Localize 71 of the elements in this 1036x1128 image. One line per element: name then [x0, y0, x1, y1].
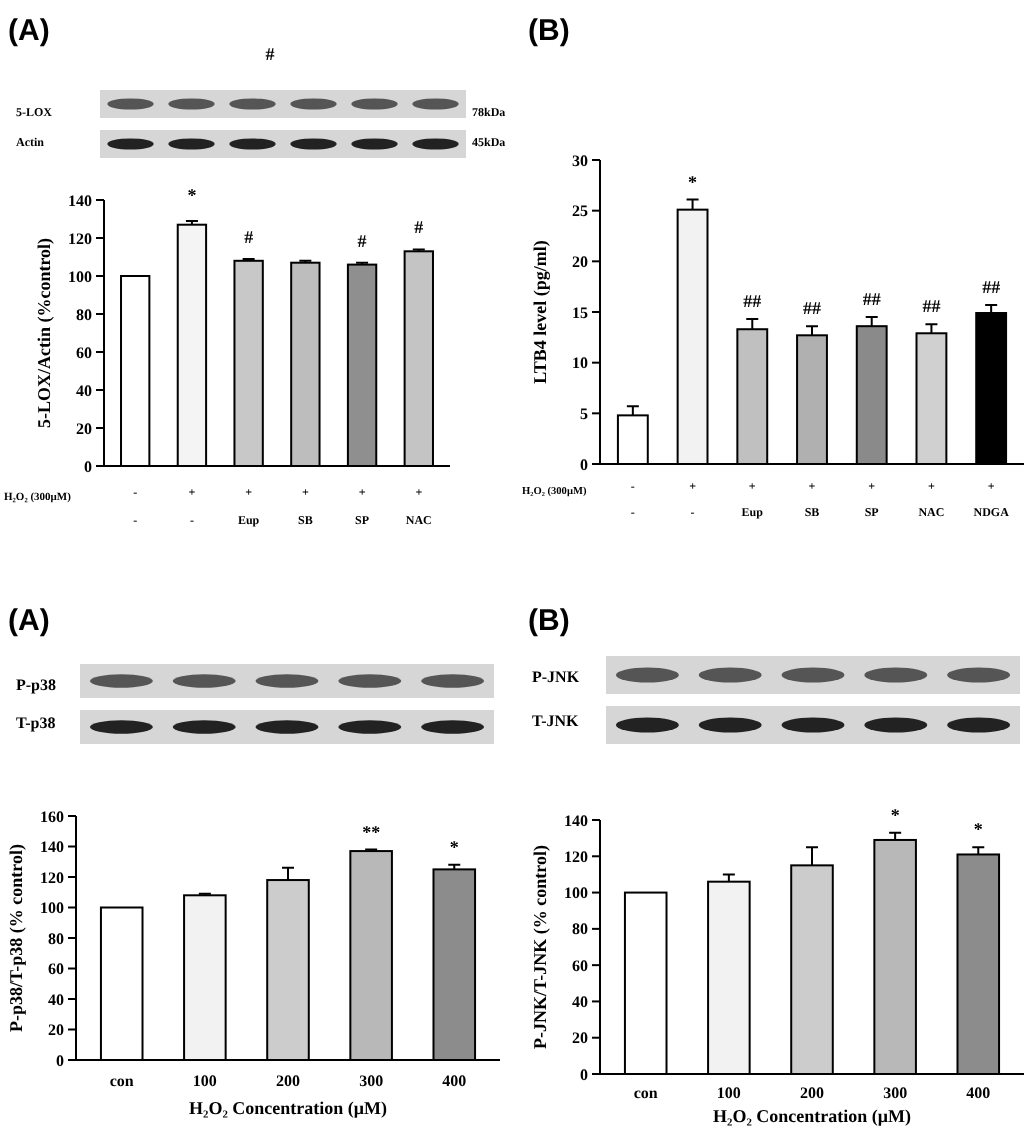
text: P-JNK [532, 668, 581, 686]
annotation: # [357, 230, 368, 251]
annotation: # [244, 226, 255, 247]
annotation: ## [743, 291, 763, 312]
y-tick-label: 0 [580, 1065, 588, 1084]
x-tick-label: 200 [276, 1072, 300, 1090]
y-tick-label: 30 [572, 151, 588, 170]
y-tick-label: 20 [48, 1021, 64, 1040]
y-tick-label: 60 [76, 343, 92, 362]
annotation: # [414, 217, 425, 238]
chart-title: (A) [8, 604, 50, 638]
annotation: * [449, 836, 460, 857]
y-tick-label: 20 [572, 252, 588, 271]
y-tick-label: 80 [572, 920, 588, 939]
x-tick-label: 200 [800, 1084, 824, 1102]
text: P-p38 [16, 676, 56, 694]
x-tick-label: 300 [359, 1072, 384, 1090]
y-tick-label: 20 [572, 1029, 588, 1048]
y-tick-label: 120 [564, 847, 588, 866]
y-tick-label: 100 [564, 884, 588, 903]
y-tick-label: 140 [40, 838, 64, 857]
y-tick-label: 60 [48, 960, 64, 979]
y-tick-label: 40 [76, 381, 92, 400]
x-axis-title: H₂O₂ Concentration (μM) [189, 1098, 387, 1118]
y-tick-label: 40 [572, 993, 588, 1012]
y-tick-label: 20 [76, 419, 92, 438]
x-tick-label: 400 [442, 1072, 467, 1090]
annotation: ## [982, 276, 1002, 297]
x-tick-label: 100 [192, 1072, 217, 1090]
text: T-JNK [532, 712, 581, 730]
y-tick-label: 120 [68, 229, 92, 248]
annotation: * [187, 184, 198, 205]
chart-title: (B) [528, 604, 570, 638]
y-tick-label: 140 [68, 191, 92, 210]
text: T-p38 [16, 714, 56, 732]
y-tick-label: 10 [572, 354, 588, 373]
annotation: ## [922, 296, 942, 317]
y-tick-label: 100 [68, 267, 92, 286]
y-tick-label: 120 [40, 868, 64, 887]
annotation: * [890, 804, 901, 825]
annotation: * [688, 171, 699, 192]
annotation: * [973, 819, 984, 840]
annotation: ## [803, 298, 822, 319]
y-tick-label: 160 [40, 807, 64, 826]
y-tick-label: 15 [572, 303, 588, 322]
y-axis-title: P-JNK/T-JNK (% control) [530, 845, 550, 1049]
x-tick-label: 400 [966, 1084, 991, 1102]
y-axis-title: 5-LOX/Actin (%control) [34, 237, 54, 429]
annotation: ## [862, 289, 882, 310]
y-tick-label: 140 [564, 811, 588, 830]
chart-title: (B) [528, 14, 570, 48]
text: # [265, 44, 276, 64]
x-axis-title: H₂O₂ Concentration (μM) [713, 1106, 911, 1126]
y-tick-label: 100 [40, 899, 64, 918]
chart-title: (A) [8, 14, 50, 48]
annotation: ** [362, 821, 382, 842]
y-tick-label: 60 [572, 956, 588, 975]
y-tick-label: 25 [572, 202, 588, 221]
x-tick-label: con [109, 1072, 135, 1090]
y-axis-title: LTB4 level (pg/ml) [530, 240, 550, 384]
y-tick-label: 0 [580, 455, 588, 474]
y-tick-label: 5 [580, 404, 588, 423]
x-tick-label: con [633, 1084, 659, 1102]
y-tick-label: 40 [48, 990, 64, 1009]
x-tick-label: 100 [716, 1084, 741, 1102]
y-tick-label: 80 [48, 929, 64, 948]
y-axis-title: P-p38/T-p38 (% control) [6, 843, 26, 1033]
y-tick-label: 80 [76, 305, 92, 324]
x-tick-label: 300 [883, 1084, 908, 1102]
y-tick-label: 0 [84, 457, 92, 476]
y-tick-label: 0 [56, 1051, 64, 1070]
